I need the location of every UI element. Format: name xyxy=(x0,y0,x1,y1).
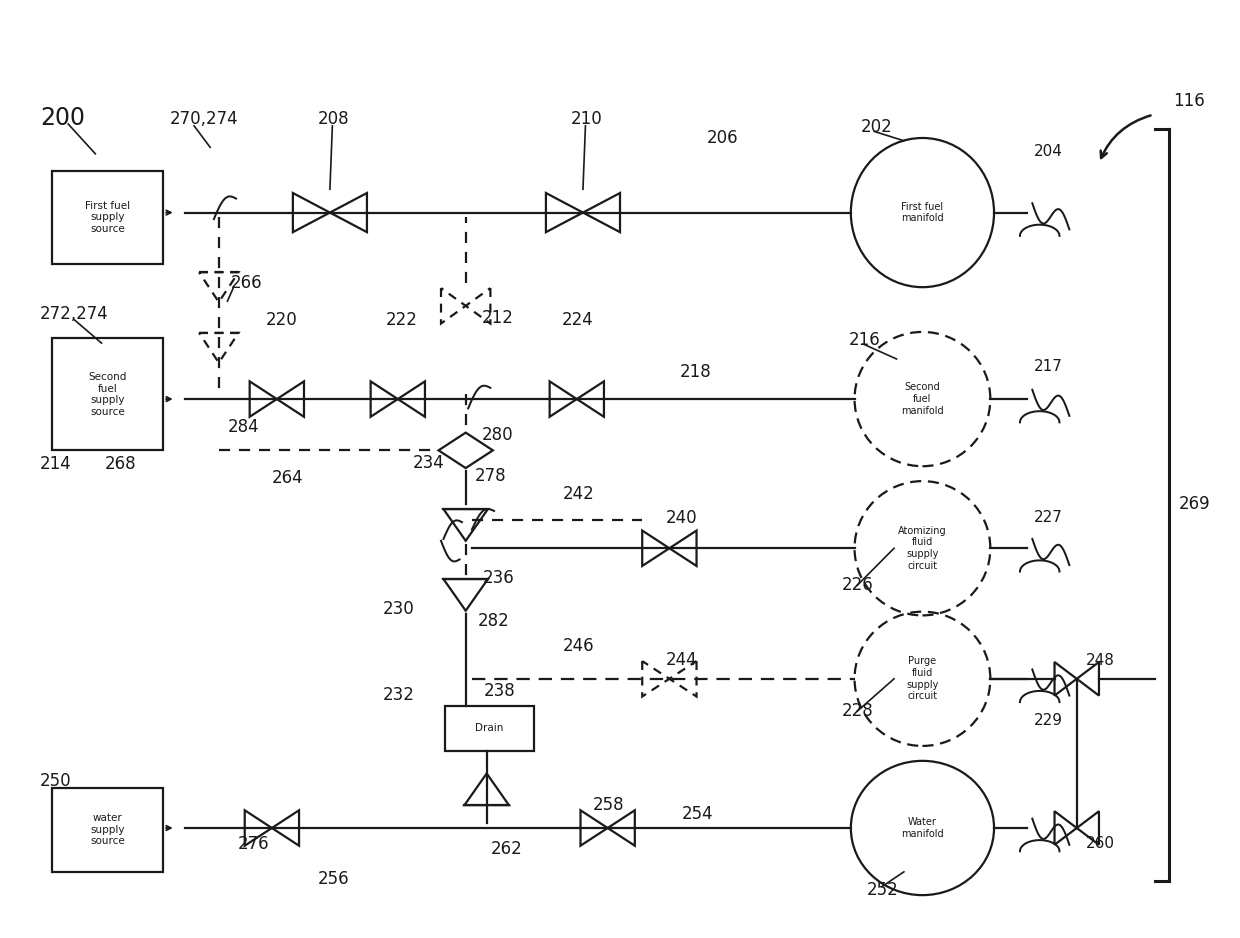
Text: 230: 230 xyxy=(383,600,414,618)
Text: 266: 266 xyxy=(231,274,263,292)
Text: 260: 260 xyxy=(1085,837,1115,852)
Text: 234: 234 xyxy=(413,454,444,473)
Text: 280: 280 xyxy=(482,427,513,445)
Text: First fuel
supply
source: First fuel supply source xyxy=(86,201,130,234)
Text: 116: 116 xyxy=(1173,92,1205,110)
Text: 252: 252 xyxy=(867,882,899,900)
Text: 240: 240 xyxy=(666,509,697,527)
Text: 236: 236 xyxy=(482,569,515,587)
Text: 269: 269 xyxy=(1179,495,1210,513)
Text: 272,274: 272,274 xyxy=(40,305,109,324)
Text: 217: 217 xyxy=(1033,359,1063,374)
Text: 228: 228 xyxy=(842,703,874,720)
Text: 220: 220 xyxy=(265,310,298,329)
Text: Drain: Drain xyxy=(475,723,503,734)
Text: 246: 246 xyxy=(563,637,595,655)
Text: 244: 244 xyxy=(666,651,697,669)
Text: 210: 210 xyxy=(570,111,603,129)
Text: 270,274: 270,274 xyxy=(170,111,238,129)
Text: 208: 208 xyxy=(317,111,350,129)
Text: 226: 226 xyxy=(842,576,874,594)
Text: 268: 268 xyxy=(105,455,136,474)
Text: 250: 250 xyxy=(40,772,72,791)
Text: 262: 262 xyxy=(490,840,522,858)
Text: 254: 254 xyxy=(682,805,713,823)
Text: 202: 202 xyxy=(861,118,893,136)
Text: 238: 238 xyxy=(484,682,516,700)
Text: Purge
fluid
supply
circuit: Purge fluid supply circuit xyxy=(906,657,939,702)
Text: 256: 256 xyxy=(317,870,350,888)
Text: 232: 232 xyxy=(383,686,415,704)
Text: 264: 264 xyxy=(272,469,304,488)
Text: 278: 278 xyxy=(475,466,506,485)
Text: 206: 206 xyxy=(707,129,738,147)
Text: 212: 212 xyxy=(482,309,513,327)
Text: water
supply
source: water supply source xyxy=(91,813,125,846)
Text: 204: 204 xyxy=(1033,144,1063,159)
Text: 218: 218 xyxy=(680,363,711,381)
Text: 282: 282 xyxy=(479,612,510,630)
Text: 214: 214 xyxy=(40,455,72,474)
Text: Atomizing
fluid
supply
circuit: Atomizing fluid supply circuit xyxy=(898,526,947,570)
Text: 227: 227 xyxy=(1033,510,1063,525)
Text: 276: 276 xyxy=(237,835,269,853)
Text: First fuel
manifold: First fuel manifold xyxy=(901,202,944,223)
Text: 222: 222 xyxy=(386,310,418,329)
Text: 224: 224 xyxy=(562,310,594,329)
Text: 242: 242 xyxy=(563,485,595,503)
Text: 229: 229 xyxy=(1033,713,1063,728)
Text: Second
fuel
supply
source: Second fuel supply source xyxy=(88,372,126,416)
Text: 258: 258 xyxy=(593,795,625,813)
Text: 216: 216 xyxy=(848,331,880,349)
Text: 248: 248 xyxy=(1085,653,1115,668)
Text: Second
fuel
manifold: Second fuel manifold xyxy=(901,383,944,416)
Text: Water
manifold: Water manifold xyxy=(901,817,944,839)
Text: 284: 284 xyxy=(227,418,259,436)
Text: 200: 200 xyxy=(40,106,84,130)
